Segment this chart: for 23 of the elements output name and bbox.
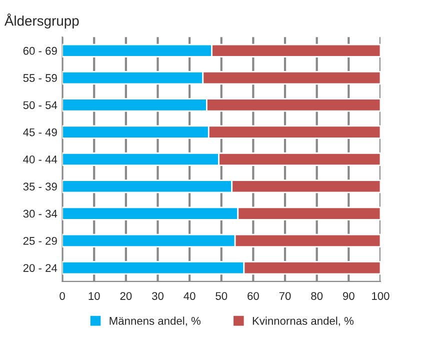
- legend-label: Männens andel, %: [110, 316, 201, 326]
- y-tick-label: 50 - 54: [23, 101, 58, 110]
- x-tick-label: 80: [311, 292, 323, 300]
- y-tick-label: 55 - 59: [23, 74, 57, 82]
- x-tick-label: 20: [120, 292, 132, 300]
- x-tick-label: 10: [88, 292, 100, 300]
- legend-label: Kvinnornas andel, %: [252, 316, 354, 326]
- y-tick-label: 60 - 69: [23, 46, 57, 55]
- y-tick-label: 30 - 34: [23, 210, 58, 218]
- x-tick-label: 40: [184, 292, 196, 300]
- x-tick-label: 90: [343, 292, 354, 300]
- x-tick-label: 100: [372, 292, 390, 300]
- y-tick-label: 25 - 29: [23, 236, 57, 245]
- x-tick-label: 60: [248, 292, 259, 300]
- x-tick-label: 0: [60, 292, 65, 300]
- y-tick-label: 45 - 49: [23, 128, 57, 136]
- y-tick-label: 35 - 39: [23, 182, 57, 191]
- x-tick-label: 30: [152, 292, 164, 300]
- y-tick-label: 20 - 24: [23, 264, 58, 272]
- x-tick-label: 70: [279, 292, 291, 300]
- y-tick-label: 40 - 44: [23, 156, 58, 164]
- x-tick-label: 50: [216, 292, 228, 300]
- y-axis-title: Åldersgrupp: [4, 13, 79, 29]
